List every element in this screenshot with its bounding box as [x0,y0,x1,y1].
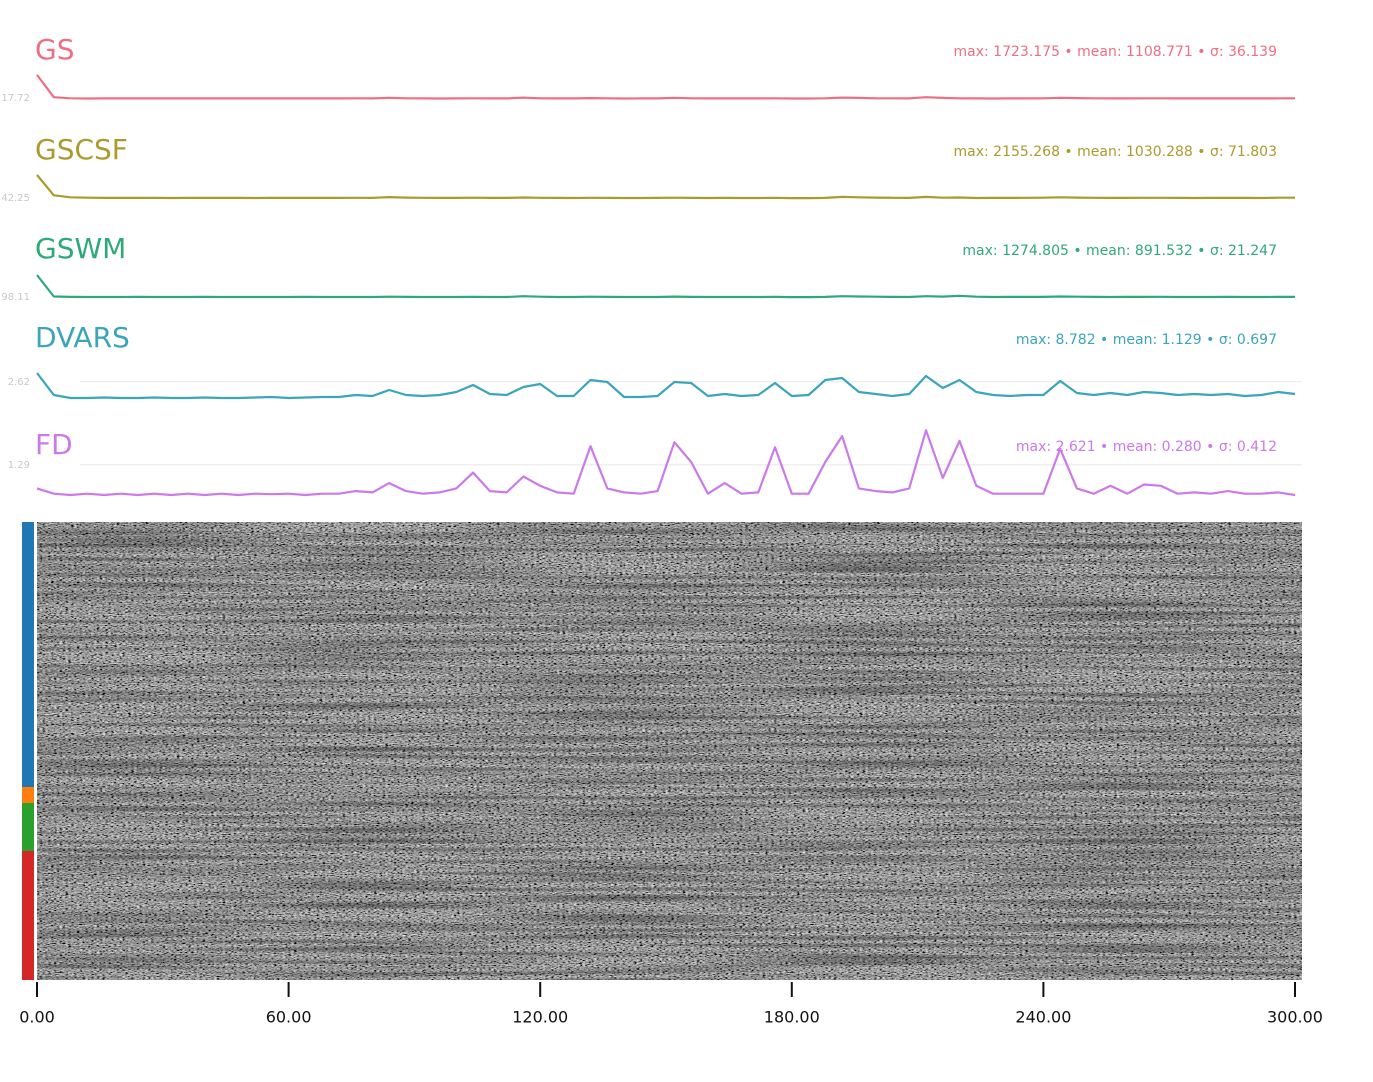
series-line [36,429,1296,497]
x-tick-label: 240.00 [1015,1008,1071,1027]
series-line [36,372,1296,400]
x-tick-label: 60.00 [266,1008,312,1027]
threshold-label: 98.11 [1,292,30,303]
x-tick-label: 180.00 [764,1008,820,1027]
panel: 17.72 GS max: 1723.175 • mean: 1108.771 • … [1,33,1295,104]
series-stats: max: 1723.175 • mean: 1108.771 • σ: 36.1… [954,44,1277,60]
segment-cortex [22,522,34,787]
series-line [36,74,1295,100]
panels: 17.72 GS max: 1723.175 • mean: 1108.771 • … [1,33,1302,497]
x-tick-label: 300.00 [1267,1008,1323,1027]
threshold-label: 1.29 [8,460,30,471]
carpet [37,522,1302,980]
x-tick-label: 120.00 [512,1008,568,1027]
segment-cerebellum [22,803,34,851]
series-name: FD [35,428,73,461]
series-stats: max: 2155.268 • mean: 1030.288 • σ: 71.8… [954,144,1277,160]
series-stats: max: 2.621 • mean: 0.280 • σ: 0.412 [1016,439,1277,455]
series-stats: max: 1274.805 • mean: 891.532 • σ: 21.24… [962,243,1277,259]
threshold-label: 17.72 [1,93,30,104]
x-tick-label: 0.00 [19,1008,55,1027]
series-line [36,174,1295,200]
x-axis: 0.00 60.00 120.00 180.00 240.00 300.00 [19,981,1323,1027]
series-name: DVARS [35,321,130,354]
segment-other [22,851,34,980]
series-name: GS [35,33,74,66]
carpet-segments [22,522,34,980]
series-name: GSCSF [35,133,128,166]
panel: 2.62 DVARS max: 8.782 • mean: 1.129 • σ: 0… [8,321,1302,400]
panel: 98.11 GSWM max: 1274.805 • mean: 891.532 •… [1,232,1295,303]
segment-subcortex [22,787,34,803]
carpet-streaks [37,522,1302,980]
threshold-label: 42.25 [1,193,30,204]
panel: 1.29 FD max: 2.621 • mean: 0.280 • σ: 0.41… [8,428,1302,497]
threshold-label: 2.62 [8,377,30,388]
panel: 42.25 GSCSF max: 2155.268 • mean: 1030.288… [1,133,1295,204]
series-name: GSWM [35,232,126,265]
series-stats: max: 8.782 • mean: 1.129 • σ: 0.697 [1016,332,1277,348]
series-line [36,274,1295,299]
